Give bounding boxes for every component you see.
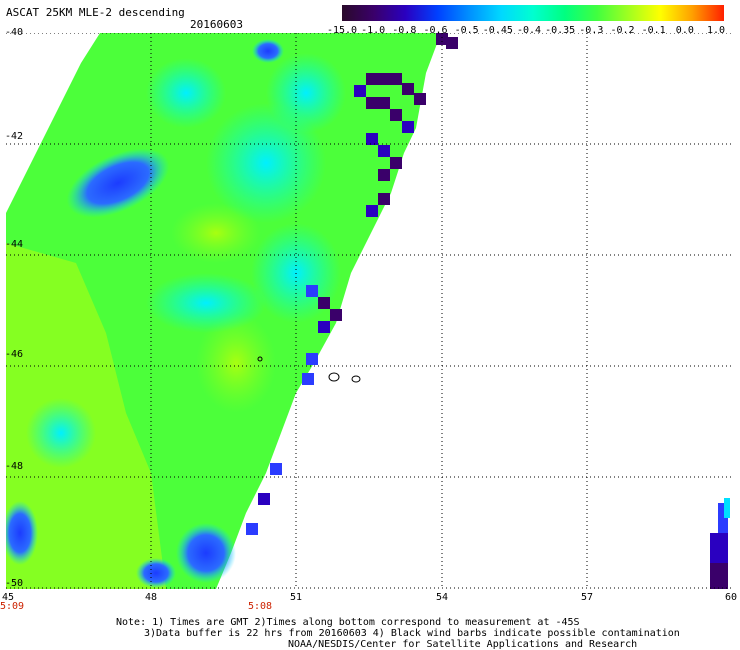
edge-pixel (402, 83, 414, 95)
lat-label: -48 (5, 461, 24, 472)
edge-pixel (378, 97, 390, 109)
time-label: 5:09 (0, 601, 25, 612)
lowwind-patch (196, 313, 276, 413)
edge-pixel (330, 309, 342, 321)
edge-pixel (306, 353, 318, 365)
edge-pixel (366, 73, 378, 85)
edge-pixel (246, 523, 258, 535)
colorbar-tick-label: -1.0 (361, 25, 386, 36)
edge-pixel (378, 169, 390, 181)
highwind-blob (66, 148, 170, 218)
lat-label: -42 (5, 131, 24, 142)
colorbar-tick-label: 1.0 (706, 25, 726, 36)
lat-label: -50 (5, 578, 24, 589)
note-line: NOAA/NESDIS/Center for Satellite Applica… (288, 639, 638, 650)
edge-pixel (390, 73, 402, 85)
edge-pixel (378, 73, 390, 85)
lowwind-patch (171, 203, 261, 263)
lat-label: -46 (5, 349, 24, 360)
highwind-blob (136, 558, 176, 588)
colorbar-tick-label: -15.0 (326, 25, 358, 36)
colorbar-tick-label: -0.6 (423, 25, 448, 36)
edge-pixel (366, 205, 378, 217)
note-line: Note: 1) Times are GMT 2)Times along bot… (116, 617, 580, 628)
edge-pixel (414, 93, 426, 105)
lon-label: 48 (144, 592, 158, 603)
colorbar-tick-label: -0.4 (516, 25, 542, 36)
edge-pixel (302, 373, 314, 385)
cyan-patch (146, 58, 226, 128)
colorbar-tick-label: -0.35 (545, 25, 576, 36)
colorbar-tick-label: -0.45 (482, 25, 513, 36)
cyan-patch (146, 273, 266, 333)
edge-pixel (258, 493, 270, 505)
colorbar-tick-label: -0.2 (610, 25, 635, 36)
colorbar-tick-label: -0.3 (579, 25, 604, 36)
map-title: ASCAT 25KM MLE-2 descending (6, 6, 185, 19)
edge-pixel (318, 321, 330, 333)
edge-pixel (378, 145, 390, 157)
lon-label: 45 (1, 592, 15, 603)
grid (6, 33, 734, 589)
lat-label: -40 (5, 27, 24, 38)
edge-pixel (436, 33, 448, 45)
colorbar-tick-label: -0.5 (454, 25, 479, 36)
colorbar-gradient (342, 5, 724, 21)
lon-label: 57 (580, 592, 594, 603)
cyan-patch (26, 398, 96, 468)
lon-label: 54 (435, 592, 449, 603)
east-strip (710, 563, 728, 589)
colorbar-tick-label: 0.0 (675, 25, 694, 36)
edge-pixel (366, 133, 378, 145)
note-line: 3)Data buffer is 22 hrs from 20160603 4)… (144, 628, 680, 639)
lon-label: 60 (724, 592, 738, 603)
edge-pixel (378, 193, 390, 205)
highwind-blob (176, 523, 236, 583)
east-strip (724, 498, 730, 518)
cyan-patch (266, 53, 346, 133)
colorbar-labels: -15.0 -1.0 -0.8 -0.6 -0.5 -0.45 -0.4 -0.35 -0.3-… (326, 25, 730, 39)
edge-pixel (318, 297, 330, 309)
map-date: 20160603 (190, 18, 243, 31)
lat-label: -44 (5, 239, 24, 250)
swath-map (6, 33, 734, 589)
highwind-blob (252, 39, 284, 63)
edge-pixel (366, 97, 378, 109)
east-strip (710, 533, 728, 563)
colorbar (342, 5, 724, 21)
edge-pixels (246, 33, 458, 535)
edge-pixel (446, 37, 458, 49)
colorbar-tick-label: -0.8 (392, 25, 417, 36)
edge-pixel (270, 463, 282, 475)
island-outlines (257, 356, 361, 383)
highwind-blob (6, 501, 38, 565)
colorbar-tick-label: -0.1 (641, 25, 666, 36)
east-strip (718, 503, 728, 543)
edge-pixel (306, 285, 318, 297)
edge-pixel (390, 109, 402, 121)
edge-pixel (402, 121, 414, 133)
lon-label: 51 (289, 592, 303, 603)
time-label: 5:08 (248, 601, 273, 612)
edge-pixel (390, 157, 402, 169)
edge-pixel (354, 85, 366, 97)
